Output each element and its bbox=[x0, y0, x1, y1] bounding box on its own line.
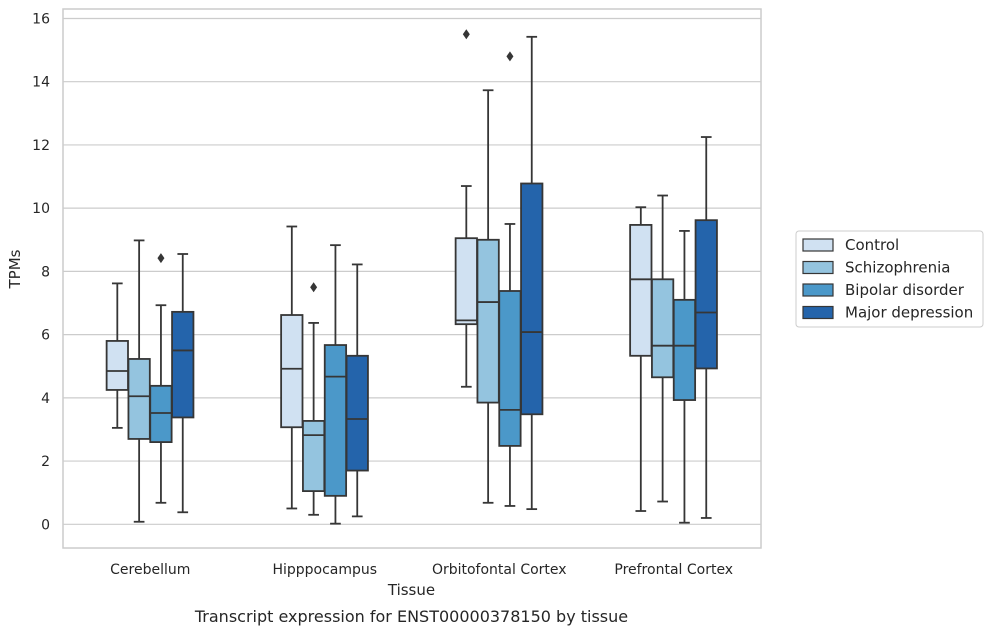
y-tick-label: 16 bbox=[32, 11, 50, 27]
chart-caption: Transcript expression for ENST0000037815… bbox=[194, 607, 628, 626]
legend-swatch bbox=[802, 260, 834, 275]
box-body bbox=[672, 298, 697, 401]
box-group bbox=[476, 89, 500, 504]
box-body bbox=[520, 182, 544, 416]
legend-label: Bipolar disorder bbox=[845, 281, 965, 299]
box-group bbox=[629, 206, 653, 512]
box-group bbox=[651, 194, 675, 503]
box-group bbox=[694, 136, 718, 519]
box-body bbox=[105, 340, 129, 391]
x-tick-label: Cerebellum bbox=[110, 562, 190, 578]
box-body bbox=[476, 238, 500, 404]
box-body bbox=[171, 310, 195, 419]
legend-label: Control bbox=[845, 236, 899, 254]
x-tick-label: Orbitofontal Cortex bbox=[432, 562, 567, 578]
box-group bbox=[171, 253, 195, 514]
box-group bbox=[149, 253, 173, 504]
grid-lines bbox=[63, 17, 761, 525]
outlier-marker bbox=[462, 29, 470, 40]
box-body bbox=[345, 354, 369, 472]
box-body bbox=[323, 344, 348, 497]
y-tick-labels: 0 2 4 6 8 10 12 14 16 bbox=[32, 11, 50, 533]
box-group bbox=[498, 51, 522, 507]
box-body bbox=[651, 278, 675, 379]
box-body bbox=[694, 219, 718, 370]
box-group bbox=[105, 282, 129, 429]
y-axis-title: TPMs bbox=[6, 249, 24, 289]
box-body bbox=[498, 290, 522, 447]
box-group bbox=[302, 282, 326, 516]
plot-frame bbox=[62, 8, 762, 549]
box-body bbox=[629, 224, 653, 357]
box-body bbox=[454, 237, 478, 326]
y-tick-label: 2 bbox=[41, 454, 50, 470]
box-body bbox=[302, 420, 326, 492]
y-tick-label: 4 bbox=[41, 391, 50, 407]
y-tick-label: 12 bbox=[32, 138, 50, 154]
box-group bbox=[345, 263, 369, 518]
boxes-layer bbox=[105, 29, 718, 525]
outlier-marker bbox=[506, 51, 514, 62]
box-group bbox=[323, 244, 348, 525]
x-tick-label: Hipppocampus bbox=[272, 562, 377, 578]
x-tick-labels: Cerebellum Hipppocampus Orbitofontal Corte… bbox=[110, 562, 733, 578]
box-body bbox=[149, 384, 173, 443]
outlier-marker bbox=[310, 282, 318, 293]
legend: Control Schizophrenia Bipolar disorder Majo… bbox=[795, 230, 984, 328]
y-tick-label: 14 bbox=[32, 75, 50, 91]
box-body bbox=[127, 358, 151, 440]
box-group bbox=[127, 239, 151, 523]
legend-frame bbox=[795, 230, 984, 328]
x-axis-title: Tissue bbox=[387, 581, 435, 599]
legend-label: Major depression bbox=[845, 304, 973, 322]
legend-swatch bbox=[802, 283, 834, 297]
box-group bbox=[280, 225, 304, 510]
y-tick-label: 0 bbox=[41, 517, 50, 533]
legend-swatch bbox=[802, 305, 834, 320]
legend-swatch bbox=[802, 238, 834, 252]
y-tick-label: 10 bbox=[32, 201, 50, 217]
outlier-marker bbox=[157, 253, 165, 264]
legend-label: Schizophrenia bbox=[845, 259, 950, 277]
box-body bbox=[280, 314, 304, 429]
box-group bbox=[672, 230, 697, 524]
box-group bbox=[520, 35, 544, 511]
y-tick-label: 8 bbox=[41, 264, 50, 280]
box-group bbox=[454, 29, 478, 388]
x-tick-label: Prefrontal Cortex bbox=[614, 562, 733, 578]
y-tick-label: 6 bbox=[41, 328, 50, 344]
